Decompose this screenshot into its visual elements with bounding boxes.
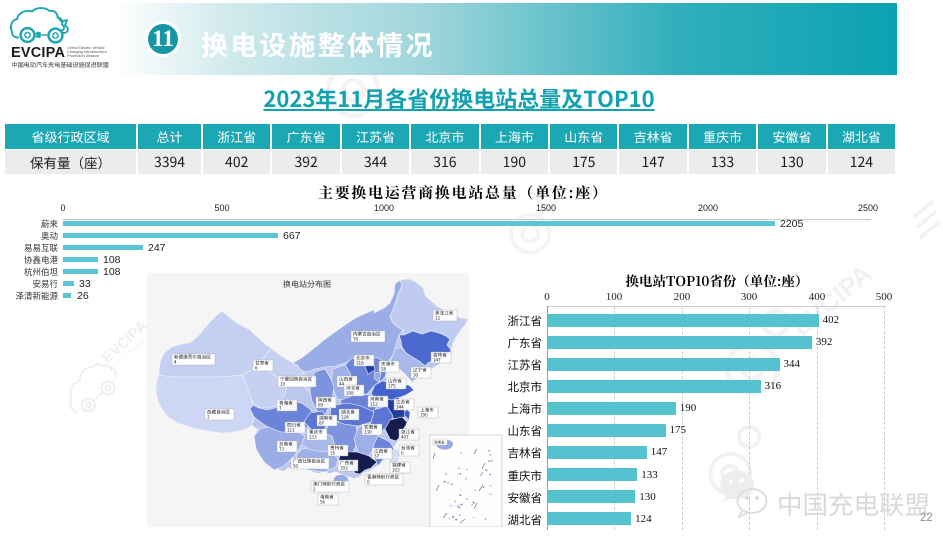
svg-text:四川省: 四川省: [287, 423, 301, 429]
svg-text:87: 87: [319, 421, 325, 427]
svg-text:2: 2: [313, 487, 316, 493]
svg-text:贵州省: 贵州省: [330, 446, 344, 452]
svg-text:宁夏回族自治区: 宁夏回族自治区: [280, 377, 313, 383]
svg-text:112: 112: [370, 402, 378, 408]
svg-text:124: 124: [341, 415, 349, 421]
svg-text:山西省: 山西省: [339, 377, 353, 383]
svg-text:新疆维吾尔自治区: 新疆维吾尔自治区: [174, 355, 211, 361]
svg-text:山东省: 山东省: [388, 379, 402, 385]
svg-text:台湾省: 台湾省: [401, 446, 415, 452]
svg-text:江西省: 江西省: [374, 449, 388, 455]
svg-text:2: 2: [207, 415, 210, 421]
svg-text:190: 190: [420, 413, 428, 419]
svg-text:6: 6: [255, 366, 258, 372]
svg-text:12: 12: [435, 316, 441, 322]
svg-text:重庆市: 重庆市: [309, 430, 323, 436]
svg-text:甘肃省: 甘肃省: [255, 361, 269, 367]
svg-text:江苏省: 江苏省: [396, 400, 410, 406]
svg-text:111: 111: [287, 428, 295, 434]
svg-text:37: 37: [374, 454, 380, 460]
svg-text:4: 4: [174, 360, 177, 366]
svg-text:316: 316: [356, 361, 364, 367]
svg-text:73: 73: [279, 447, 285, 453]
svg-text:108: 108: [346, 391, 354, 397]
svg-text:黑龙江省: 黑龙江省: [435, 311, 454, 317]
svg-text:133: 133: [309, 435, 317, 441]
svg-text:147: 147: [433, 358, 441, 364]
svg-text:7: 7: [279, 406, 282, 412]
svg-text:392: 392: [340, 466, 348, 472]
svg-text:344: 344: [396, 405, 404, 411]
svg-text:云南省: 云南省: [279, 442, 293, 448]
svg-text:广东省: 广东省: [340, 461, 354, 467]
svg-text:89: 89: [318, 403, 324, 409]
svg-text:天津市: 天津市: [381, 362, 395, 368]
svg-text:安徽省: 安徽省: [364, 425, 378, 431]
svg-text:407: 407: [401, 435, 409, 441]
svg-text:上海市: 上海市: [420, 408, 434, 414]
svg-text:澳门特别行政区: 澳门特别行政区: [313, 482, 346, 488]
svg-text:175: 175: [388, 384, 396, 390]
svg-text:44: 44: [339, 382, 345, 388]
svg-text:内蒙古自治区: 内蒙古自治区: [353, 332, 381, 338]
svg-text:130: 130: [364, 430, 372, 436]
svg-text:海南省: 海南省: [434, 440, 445, 446]
svg-text:河南省: 河南省: [370, 397, 384, 403]
svg-text:香港特别行政区: 香港特别行政区: [367, 475, 400, 481]
svg-text:西藏自治区: 西藏自治区: [207, 410, 230, 416]
svg-text:35: 35: [330, 451, 336, 457]
svg-text:海南省: 海南省: [320, 495, 334, 501]
svg-text:陕西省: 陕西省: [318, 398, 332, 404]
svg-text:湖北省: 湖北省: [341, 410, 355, 416]
svg-text:吉林省: 吉林省: [433, 353, 447, 359]
svg-text:70: 70: [353, 337, 359, 343]
svg-text:50: 50: [293, 464, 299, 470]
svg-text:福建省: 福建省: [392, 463, 406, 469]
svg-text:0: 0: [401, 451, 404, 457]
svg-text:30: 30: [413, 373, 419, 379]
svg-text:换电站分布图: 换电站分布图: [283, 279, 331, 290]
svg-text:北京市: 北京市: [356, 356, 370, 362]
svg-text:河北省: 河北省: [346, 386, 360, 392]
svg-text:56: 56: [320, 500, 326, 506]
svg-text:浙江省: 浙江省: [401, 430, 415, 436]
svg-text:辽宁省: 辽宁省: [413, 368, 427, 374]
svg-text:青海省: 青海省: [279, 401, 293, 407]
svg-text:103: 103: [392, 468, 400, 474]
svg-text:10: 10: [280, 382, 286, 388]
svg-text:0: 0: [367, 480, 370, 486]
svg-text:58: 58: [381, 367, 387, 373]
svg-text:湖南省: 湖南省: [319, 416, 333, 422]
svg-text:广西壮族自治区: 广西壮族自治区: [293, 459, 326, 465]
